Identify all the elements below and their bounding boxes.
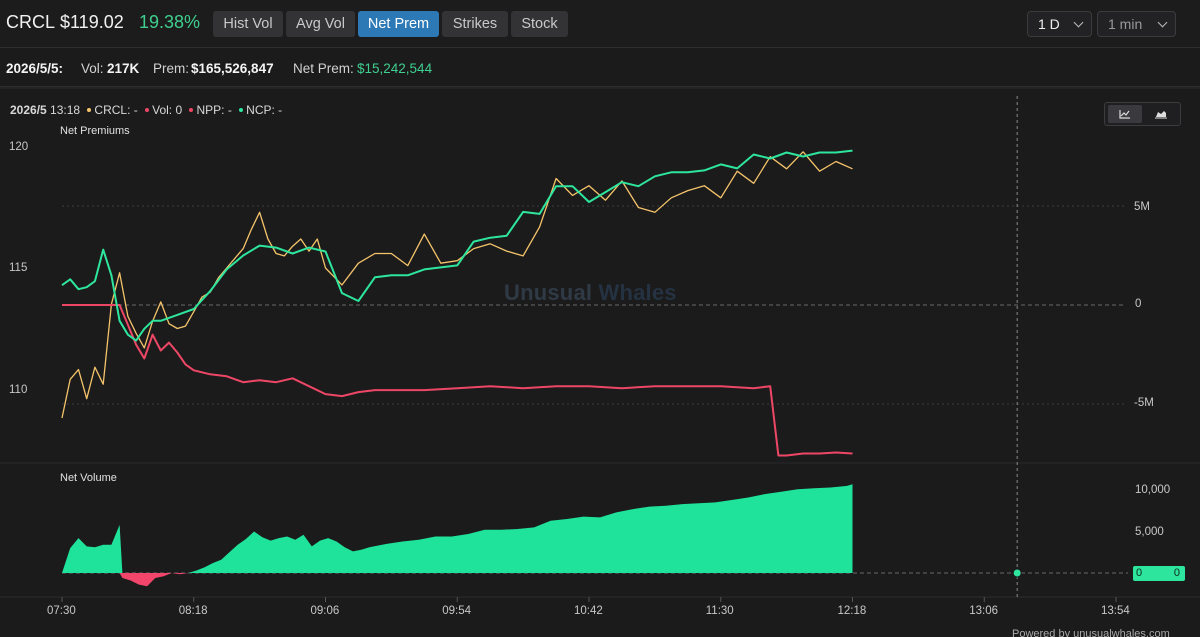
right-axis-tick: -5M (1134, 397, 1154, 409)
net-premiums-title: Net Premiums (60, 125, 130, 137)
series-line-npp (62, 304, 853, 457)
interval-select[interactable]: 1 min (1097, 11, 1176, 37)
last-price: $119.02 (60, 12, 124, 32)
tab-strikes[interactable]: Strikes (442, 11, 508, 37)
volume-zero-badge: 0 0 (1133, 566, 1185, 581)
volume-area-negative (62, 573, 853, 587)
watermark-part1: Unusual (504, 280, 593, 305)
line-chart-button[interactable] (1108, 105, 1142, 123)
watermark: Unusual Whales (504, 280, 677, 306)
series-line-crcl (61, 151, 853, 419)
prem-label: Prem: (153, 61, 190, 76)
tab-net-prem[interactable]: Net Prem (358, 11, 439, 37)
legend-vol: Vol: 0 (152, 103, 183, 117)
left-axis-tick: 110 (9, 384, 28, 396)
x-axis-tick-label: 09:54 (442, 605, 472, 617)
x-axis-tick-label: 10:42 (574, 605, 603, 617)
legend-npp: NPP: - (196, 103, 232, 117)
left-axis-tick: 120 (9, 141, 29, 153)
npp-dot-icon (189, 107, 194, 112)
interval-select-value: 1 min (1108, 16, 1143, 32)
vol-label: Vol: (81, 61, 104, 76)
x-axis-tick-label: 11:30 (705, 605, 734, 617)
stats-date: 2026/5/5: (6, 61, 64, 76)
net-volume-title: Net Volume (60, 472, 117, 484)
volume-axis-tick: 10,000 (1135, 484, 1171, 496)
ncp-dot-icon (239, 107, 244, 112)
zero-badge-left: 0 (1136, 567, 1143, 579)
x-axis-tick-label: 09:06 (310, 605, 340, 617)
top-bar: CRCL $119.02 19.38% Hist Vol Avg Vol Net… (0, 0, 1200, 48)
tab-avg-vol[interactable]: Avg Vol (286, 11, 355, 37)
powered-by: Powered by unusualwhales.com (1012, 628, 1170, 637)
vol-value: 217K (107, 61, 140, 76)
right-axis-tick: 5M (1134, 201, 1150, 213)
left-axis-tick: 115 (9, 262, 28, 274)
volume-axis-tick: 5,000 (1135, 526, 1164, 538)
vol-dot-icon (145, 107, 150, 112)
x-axis-tick-label: 13:54 (1101, 605, 1130, 617)
zero-badge-right: 0 (1173, 567, 1180, 579)
legend-ncp: NCP: - (246, 103, 283, 117)
area-chart-button[interactable] (1144, 105, 1178, 123)
x-axis-tick-label: 07:30 (47, 605, 76, 617)
tab-hist-vol[interactable]: Hist Vol (213, 11, 283, 37)
crosshair-dot (1012, 568, 1022, 578)
crcl-dot-icon (87, 107, 92, 112)
chart-type-toggle[interactable] (1104, 102, 1181, 126)
x-axis-tick-label: 12:18 (837, 605, 867, 617)
stats-bar: 2026/5/5: Vol: 217K Prem: $165,526,847 N… (0, 49, 1200, 87)
right-axis-tick: 0 (1135, 298, 1142, 310)
legend-crcl: CRCL: - (94, 103, 138, 117)
price-change: 19.38% (139, 12, 201, 32)
range-select[interactable]: 1 D (1027, 11, 1092, 37)
area-chart-icon (1155, 111, 1167, 119)
legend-date: 2026/5 (10, 103, 47, 117)
prem-value: $165,526,847 (191, 61, 274, 76)
net-prem-value: $15,242,544 (357, 61, 433, 76)
watermark-part2: Whales (598, 280, 677, 305)
tab-stock[interactable]: Stock (511, 11, 568, 37)
line-chart-icon (1119, 110, 1130, 119)
volume-area-positive (62, 484, 853, 573)
crosshair-legend: 2026/5 13:18 CRCL: - Vol: 0 NPP: - NCP: … (10, 103, 282, 117)
series-line-ncp (61, 149, 853, 342)
x-axis-tick-label: 13:06 (969, 605, 999, 617)
ticker-symbol: CRCL (6, 12, 56, 32)
x-axis-tick-label: 08:18 (178, 605, 208, 617)
net-prem-label: Net Prem: (293, 61, 354, 76)
legend-time: 13:18 (50, 103, 81, 117)
range-select-value: 1 D (1038, 16, 1060, 32)
